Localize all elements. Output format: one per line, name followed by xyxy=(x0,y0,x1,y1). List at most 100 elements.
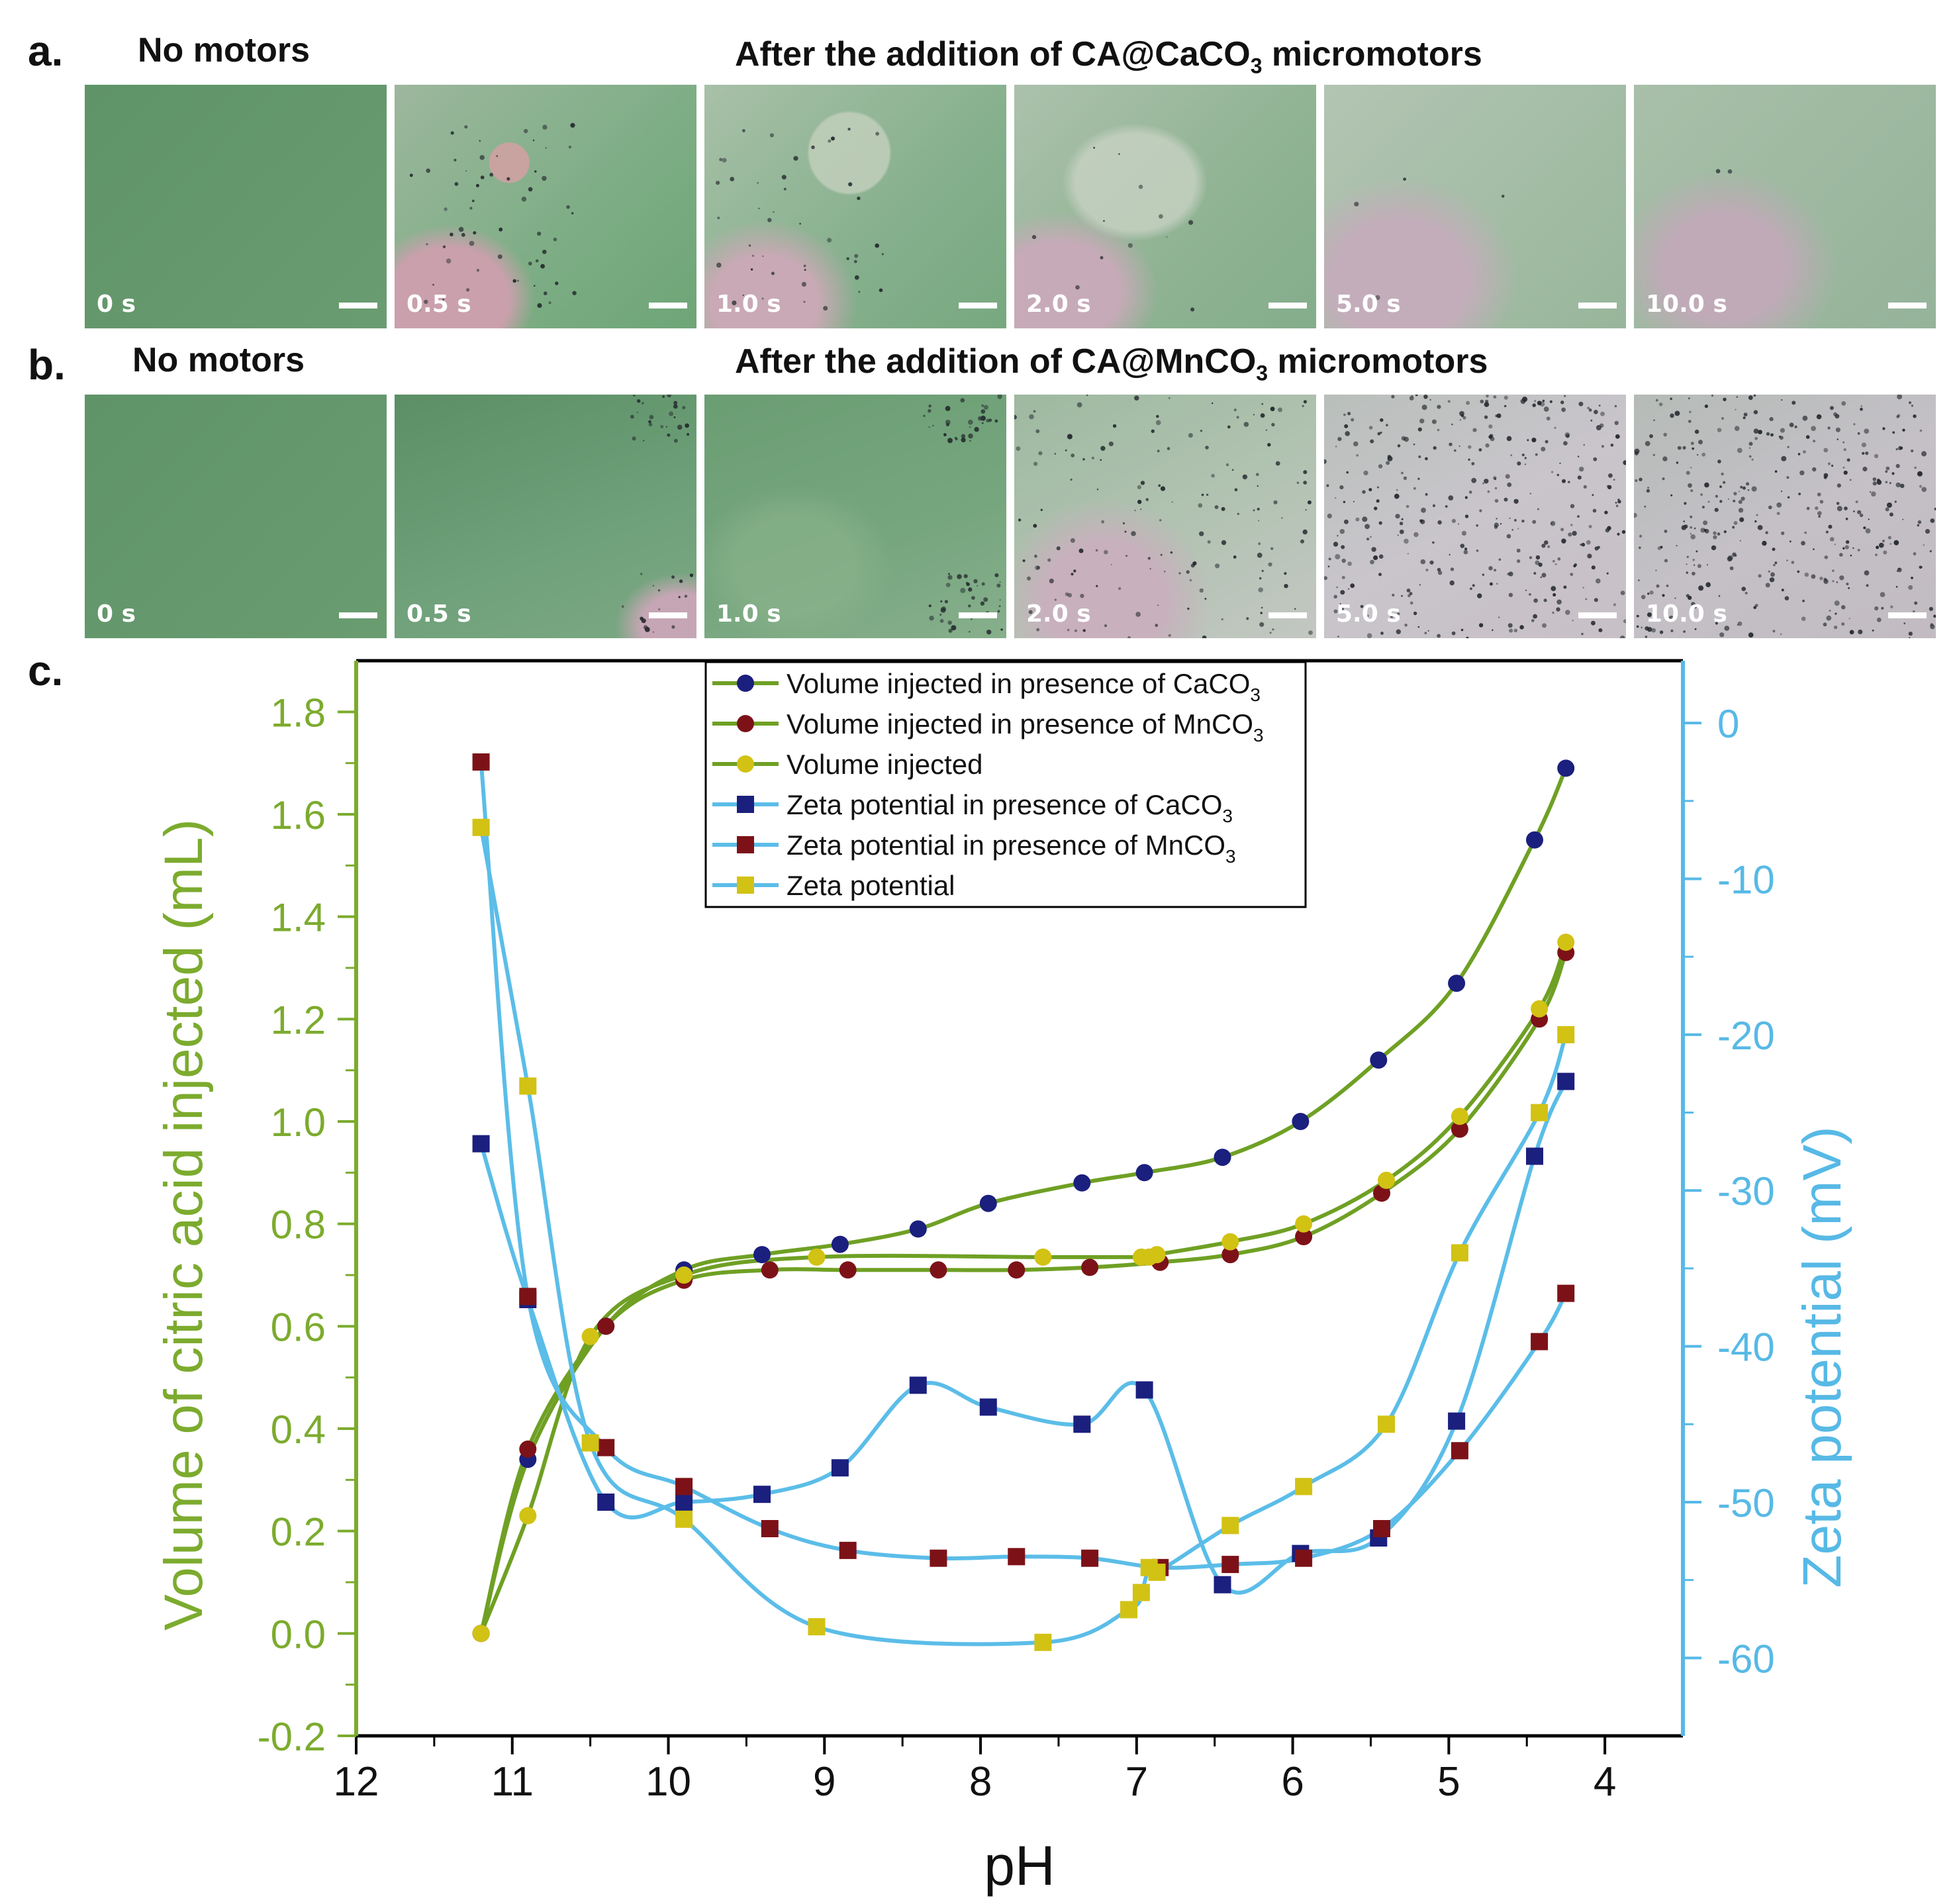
x-tick-label: 8 xyxy=(969,1759,992,1805)
panel-a-frame-0: 0 s xyxy=(85,85,387,328)
legend-label: Volume injected in presence of MnCO3 xyxy=(787,708,1264,745)
series-3-point xyxy=(1214,1576,1231,1594)
particle-speckles xyxy=(1634,395,1936,638)
series-4-point xyxy=(472,753,490,771)
legend-label: Volume injected xyxy=(787,749,983,780)
series-3-point xyxy=(1557,1072,1575,1090)
series-5-point xyxy=(519,1077,537,1095)
series-5-point xyxy=(1148,1563,1166,1581)
y-tick-label: 1.2 xyxy=(271,998,326,1042)
panel-b-frames: 0 s 0.5 s 1.0 s 2.0 s 5.0 s 10.0 s xyxy=(85,395,1938,638)
series-4-point xyxy=(1081,1549,1099,1567)
series-2-point xyxy=(1221,1233,1239,1251)
series-1-point xyxy=(1008,1261,1026,1279)
scale-bar xyxy=(1578,303,1617,309)
series-1-point xyxy=(519,1440,537,1458)
panel-b-title-prefix: After the addition of CA@MnCO xyxy=(735,342,1257,381)
y-tick-label: -0.2 xyxy=(258,1715,326,1759)
series-2-point xyxy=(1034,1248,1052,1266)
legend-marker xyxy=(737,877,754,894)
frame-time-label: 0.5 s xyxy=(406,291,471,318)
panel-b-frame-1: 0.5 s xyxy=(395,395,696,638)
panel-a-frame-2: 1.0 s xyxy=(704,85,1006,328)
series-3-point xyxy=(1073,1415,1091,1433)
panel-a-title: After the addition of CA@CaCO3 micromoto… xyxy=(735,34,1482,78)
series-0-point xyxy=(1526,831,1543,849)
x-tick-label: 12 xyxy=(334,1759,379,1805)
panel-b-title-suffix: micromotors xyxy=(1268,342,1488,381)
series-3-point xyxy=(1448,1412,1466,1430)
series-1-point xyxy=(761,1261,779,1279)
series-4-point xyxy=(1557,1284,1575,1302)
y-tick-label: 0.8 xyxy=(271,1203,326,1247)
panel-b-frame-0: 0 s xyxy=(85,395,387,638)
x-tick-label: 6 xyxy=(1281,1759,1304,1805)
series-1-point xyxy=(1221,1246,1239,1264)
panel-a-frames: 0 s 0.5 s 1.0 s 2.0 s 5.0 s 10.0 s xyxy=(85,85,1938,328)
panel-a-control-title: No motors xyxy=(138,31,310,70)
series-0-point xyxy=(1370,1051,1388,1069)
x-tick-label: 11 xyxy=(491,1759,534,1805)
frame-time-label: 5.0 s xyxy=(1336,291,1401,318)
particle-speckles xyxy=(716,127,884,311)
scale-bar xyxy=(339,303,377,309)
series-5-point xyxy=(1378,1415,1395,1433)
series-4-point xyxy=(1008,1548,1026,1566)
frame-time-label: 0 s xyxy=(97,600,136,628)
y-tick-label: 0.0 xyxy=(271,1612,326,1656)
particle-speckles xyxy=(1715,169,1733,174)
series-5-point xyxy=(675,1510,693,1528)
x-tick-label: 4 xyxy=(1594,1759,1616,1805)
y2-tick-label: -60 xyxy=(1717,1637,1775,1681)
particle-speckles xyxy=(1031,146,1195,312)
series-2-point xyxy=(1378,1171,1395,1189)
panel-a-letter: a. xyxy=(28,27,64,75)
frame-time-label: 1.0 s xyxy=(716,291,781,318)
y-tick-label: 1.6 xyxy=(271,793,326,837)
scale-bar xyxy=(1888,612,1927,618)
series-3-point xyxy=(831,1459,849,1477)
series-3-point xyxy=(675,1494,693,1511)
series-3-point xyxy=(597,1494,615,1511)
x-axis-title: pH xyxy=(984,1834,1055,1897)
y-axis-title: Volume of citric acid injected (mL) xyxy=(154,819,214,1631)
series-2-point xyxy=(808,1248,826,1266)
series-5-point xyxy=(1531,1104,1549,1121)
x-tick-label: 5 xyxy=(1437,1759,1460,1805)
series-4-point xyxy=(839,1541,857,1559)
legend-marker xyxy=(737,796,754,813)
legend-label: Zeta potential in presence of CaCO3 xyxy=(787,789,1233,826)
legend-label: Zeta potential xyxy=(787,870,955,901)
y-tick-label: 0.2 xyxy=(271,1510,326,1554)
panel-a-title-sub: 3 xyxy=(1250,54,1263,78)
series-3-point xyxy=(909,1376,927,1394)
panel-b-frame-2: 1.0 s xyxy=(704,395,1006,638)
scale-bar xyxy=(1888,303,1927,309)
frame-time-label: 1.0 s xyxy=(716,600,781,628)
series-2-point xyxy=(1557,933,1575,951)
chart-axis-text: 12 11 10 9 8 7 6 5 4 -0.2 0.0 0.2 0.4 0.6 0.8 1.0 1.2 1.4… xyxy=(154,690,1852,1897)
series-4-point xyxy=(1531,1333,1549,1351)
frame-time-label: 10.0 s xyxy=(1646,291,1727,318)
legend-marker xyxy=(737,755,754,773)
series-5-point xyxy=(1295,1478,1313,1496)
panel-b-frame-4: 5.0 s xyxy=(1324,395,1626,638)
particle-speckles xyxy=(621,395,694,633)
series-4-point xyxy=(930,1549,947,1567)
series-3-point xyxy=(1135,1381,1153,1399)
x-tick-label: 10 xyxy=(645,1759,691,1805)
series-5-point xyxy=(1120,1601,1137,1619)
panel-a-frame-3: 2.0 s xyxy=(1014,85,1316,328)
panel-a-title-prefix: After the addition of CA@CaCO xyxy=(735,35,1251,73)
series-0-point xyxy=(1135,1164,1153,1182)
y-tick-label: 0.4 xyxy=(271,1407,326,1452)
series-2-point xyxy=(581,1327,599,1345)
series-4-point xyxy=(1373,1520,1390,1537)
series-4-point xyxy=(675,1478,693,1496)
series-2-point xyxy=(675,1266,693,1284)
frame-time-label: 0 s xyxy=(97,291,136,318)
particle-speckles xyxy=(1014,395,1313,638)
particle-speckles xyxy=(1324,395,1626,638)
scale-bar xyxy=(959,303,997,309)
frame-time-label: 2.0 s xyxy=(1026,600,1091,628)
